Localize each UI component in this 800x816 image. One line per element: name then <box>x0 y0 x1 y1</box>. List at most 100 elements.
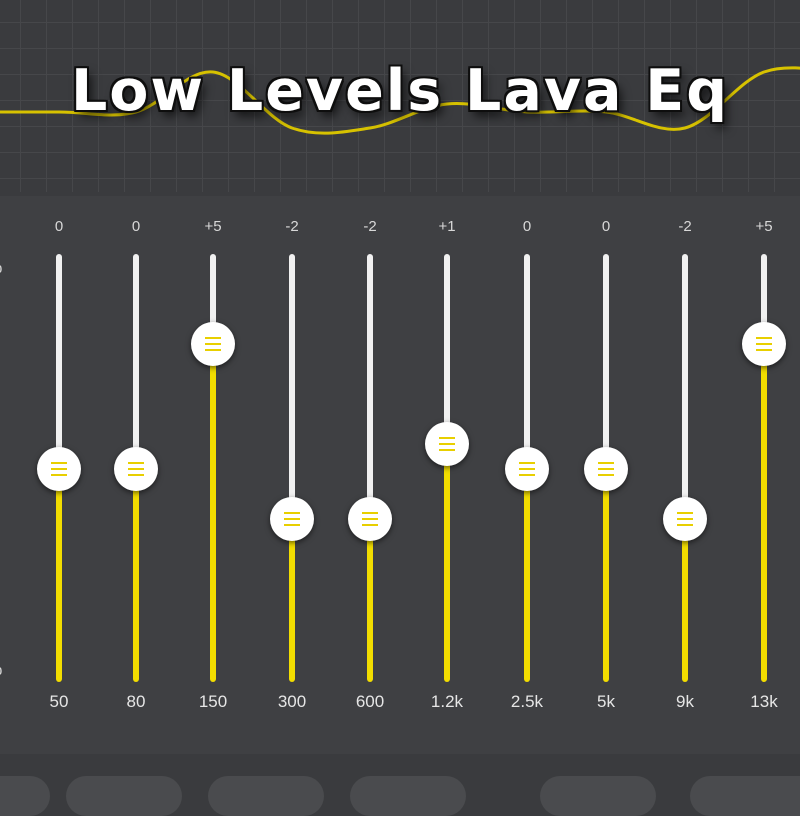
band-frequency-label: 9k <box>676 692 694 711</box>
preset-button[interactable] <box>540 776 656 816</box>
grip-icon <box>362 512 378 514</box>
grip-icon <box>362 518 378 520</box>
eq-curve-graph <box>0 66 800 135</box>
slider-knob[interactable] <box>425 422 469 466</box>
slider-knob[interactable] <box>191 322 235 366</box>
slider-track-fill[interactable] <box>761 344 767 682</box>
slider-track-fill[interactable] <box>210 344 216 682</box>
band-frequency-label: 300 <box>277 692 307 711</box>
grip-icon <box>205 337 221 339</box>
band-gain-value: -2 <box>363 218 377 235</box>
slider-knob[interactable] <box>663 497 707 541</box>
grip-icon <box>51 462 67 464</box>
slider-track-upper[interactable] <box>524 254 530 469</box>
slider-track-upper[interactable] <box>289 254 295 519</box>
grip-icon <box>519 468 535 470</box>
band-frequency-label: 13k <box>750 692 778 711</box>
band-9k: -2 9k <box>646 196 724 754</box>
eq-response-curve <box>0 66 800 135</box>
preset-button[interactable] <box>350 776 466 816</box>
grip-icon <box>205 343 221 345</box>
slider-track-upper[interactable] <box>367 254 373 519</box>
band-gain-value: 0 <box>131 218 141 235</box>
slider-track-upper[interactable] <box>444 254 450 444</box>
slider-track-fill[interactable] <box>444 444 450 682</box>
slider-track-upper[interactable] <box>56 254 62 469</box>
grip-icon <box>362 524 378 526</box>
slider-knob[interactable] <box>505 447 549 491</box>
slider-track-upper[interactable] <box>761 254 767 344</box>
slider-knob[interactable] <box>270 497 314 541</box>
slider-track-fill[interactable] <box>56 469 62 682</box>
grip-icon <box>284 518 300 520</box>
preset-button[interactable] <box>0 776 50 816</box>
grip-icon <box>598 462 614 464</box>
grip-icon <box>128 468 144 470</box>
band-50: 0 50 <box>20 196 98 754</box>
min-db-label: b <box>0 662 2 679</box>
band-gain-value: +5 <box>755 218 773 235</box>
preset-button[interactable] <box>208 776 324 816</box>
preset-bar <box>0 776 800 816</box>
slider-track-upper[interactable] <box>603 254 609 469</box>
grip-icon <box>284 524 300 526</box>
slider-knob[interactable] <box>584 447 628 491</box>
preset-button[interactable] <box>690 776 800 816</box>
grip-icon <box>756 337 772 339</box>
band-13k: +5 13k <box>725 196 800 754</box>
band-1.2k: +1 1.2k <box>408 196 486 754</box>
band-gain-value: -2 <box>678 218 692 235</box>
band-gain-value: 0 <box>54 218 64 235</box>
max-db-label: b <box>0 260 2 277</box>
band-frequency-label: 150 <box>198 692 228 711</box>
slider-track-upper[interactable] <box>210 254 216 344</box>
grip-icon <box>439 449 455 451</box>
grip-icon <box>128 462 144 464</box>
slider-knob[interactable] <box>114 447 158 491</box>
slider-knob[interactable] <box>742 322 786 366</box>
slider-track-upper[interactable] <box>133 254 139 469</box>
grip-icon <box>519 462 535 464</box>
band-300: -2 300 <box>253 196 331 754</box>
slider-track-fill[interactable] <box>603 469 609 682</box>
band-150: +5 150 <box>174 196 252 754</box>
grip-icon <box>439 443 455 445</box>
slider-knob[interactable] <box>348 497 392 541</box>
grip-icon <box>598 468 614 470</box>
band-frequency-label: 2.5k <box>510 692 544 711</box>
grip-icon <box>51 474 67 476</box>
grip-icon <box>677 512 693 514</box>
band-gain-value: 0 <box>522 218 532 235</box>
slider-track-fill[interactable] <box>133 469 139 682</box>
band-frequency-label: 5k <box>597 692 615 711</box>
band-gain-value: -2 <box>285 218 299 235</box>
slider-knob[interactable] <box>37 447 81 491</box>
band-frequency-label: 50 <box>49 692 69 711</box>
band-2.5k: 0 2.5k <box>488 196 566 754</box>
equalizer-panel: b b 0 50 0 80 +5 150 -2 300 -2 600 +1 1.2k 0 2.5k 0 5k -… <box>0 196 800 754</box>
slider-track-fill[interactable] <box>524 469 530 682</box>
preset-button[interactable] <box>66 776 182 816</box>
slider-track-upper[interactable] <box>682 254 688 519</box>
band-5k: 0 5k <box>567 196 645 754</box>
grip-icon <box>205 349 221 351</box>
band-gain-value: 0 <box>601 218 611 235</box>
grip-icon <box>284 512 300 514</box>
band-600: -2 600 <box>331 196 409 754</box>
band-80: 0 80 <box>97 196 175 754</box>
slider-track-fill[interactable] <box>682 519 688 682</box>
grip-icon <box>519 474 535 476</box>
grip-icon <box>756 343 772 345</box>
page-title: Low Levels Lava Eq <box>70 58 730 124</box>
grip-icon <box>756 349 772 351</box>
slider-track-fill[interactable] <box>289 519 295 682</box>
slider-track-fill[interactable] <box>367 519 373 682</box>
grip-icon <box>439 437 455 439</box>
band-frequency-label: 80 <box>126 692 146 711</box>
grip-icon <box>128 474 144 476</box>
band-frequency-label: 600 <box>355 692 385 711</box>
eq-curve-display: Low Levels Lava Eq <box>0 0 800 192</box>
grip-icon <box>677 524 693 526</box>
grip-icon <box>677 518 693 520</box>
grip-icon <box>598 474 614 476</box>
